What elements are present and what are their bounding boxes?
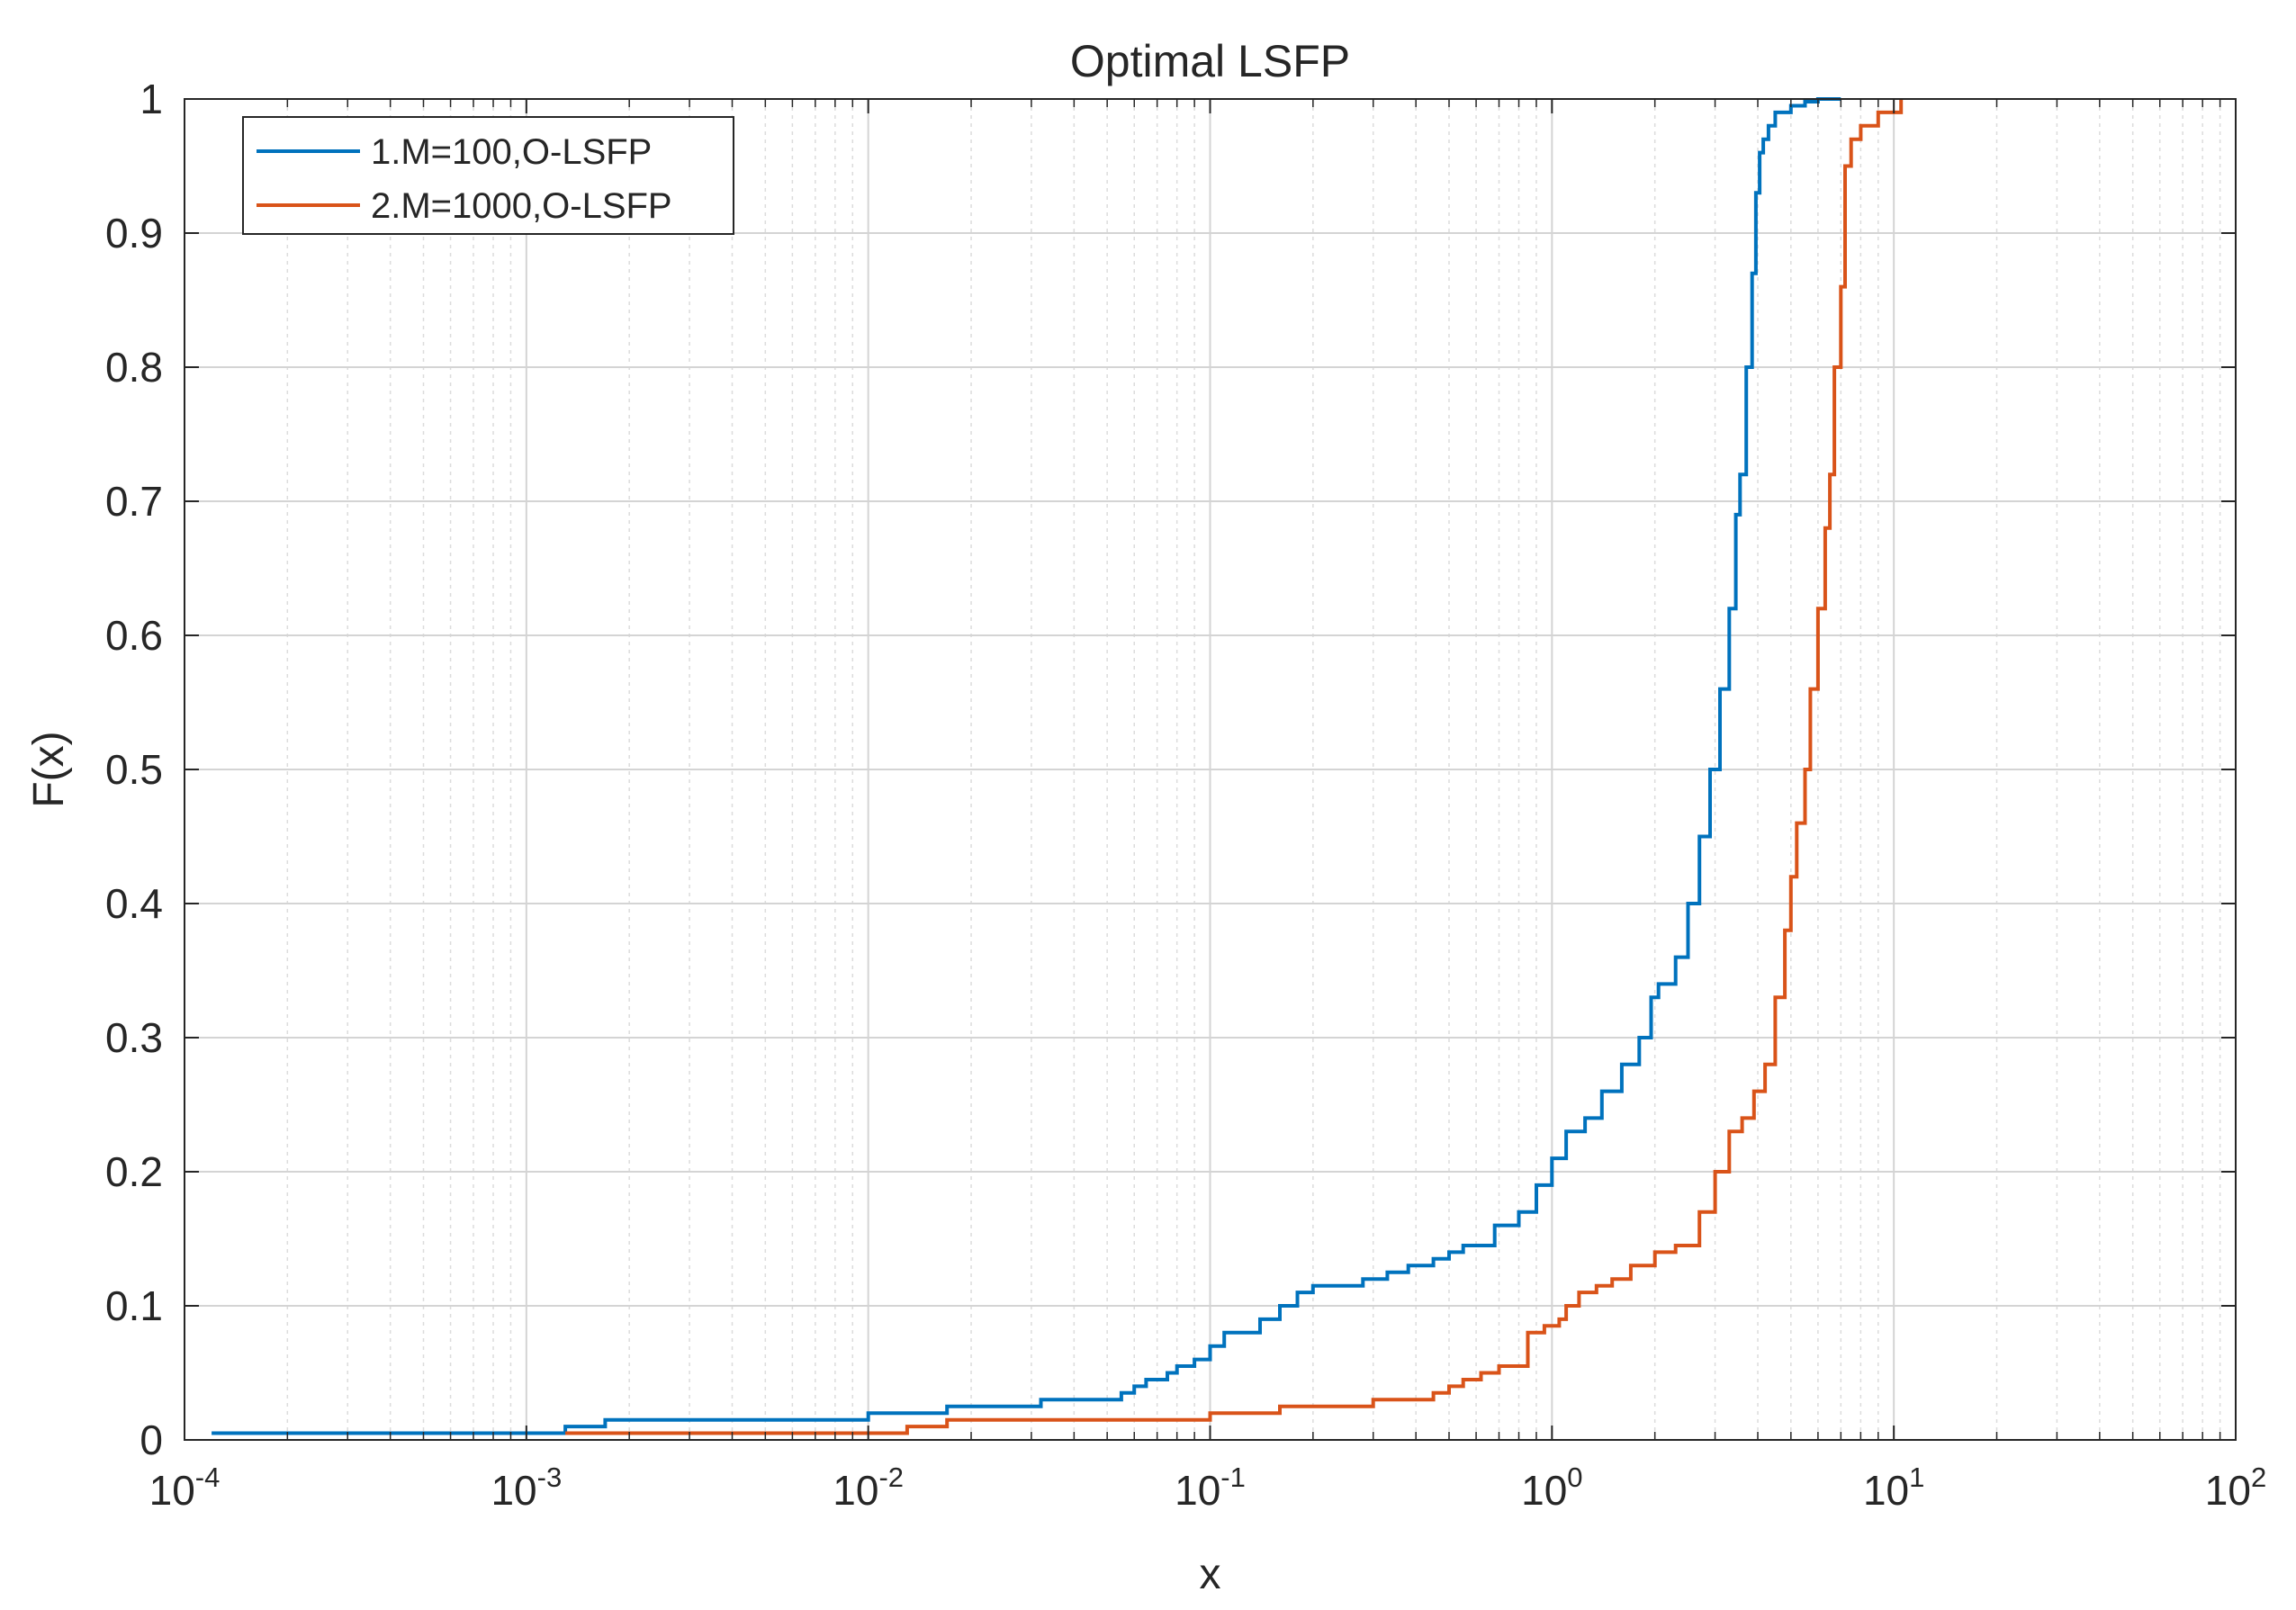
series-lines bbox=[212, 97, 1904, 1435]
x-tick-label: 100 bbox=[1521, 1462, 1582, 1514]
y-tick-label: 0.5 bbox=[105, 746, 163, 793]
y-tick-label: 0.4 bbox=[105, 880, 163, 927]
x-tick-exponent: -4 bbox=[195, 1462, 221, 1493]
y-tick-label: 0.9 bbox=[105, 210, 163, 256]
x-tick-exponent: 1 bbox=[1909, 1462, 1924, 1493]
x-tick-base: 10 bbox=[2205, 1467, 2251, 1514]
y-tick-label: 0.2 bbox=[105, 1148, 163, 1195]
x-tick-label: 101 bbox=[1863, 1462, 1924, 1514]
x-tick-exponent: -1 bbox=[1220, 1462, 1246, 1493]
y-tick-label: 0.1 bbox=[105, 1282, 163, 1329]
legend-label-series-2: 2.M=1000,O-LSFP bbox=[371, 186, 672, 226]
x-tick-label: 10-1 bbox=[1175, 1462, 1246, 1514]
y-tick-label: 1 bbox=[140, 76, 163, 122]
x-tick-exponent: -2 bbox=[878, 1462, 904, 1493]
y-tick-label: 0.7 bbox=[105, 478, 163, 525]
legend: 1.M=100,O-LSFP 2.M=1000,O-LSFP bbox=[242, 116, 734, 235]
x-tick-base: 10 bbox=[1521, 1467, 1567, 1514]
x-tick-label: 10-3 bbox=[491, 1462, 562, 1514]
x-tick-label: 102 bbox=[2205, 1462, 2266, 1514]
x-tick-exponent: 0 bbox=[1567, 1462, 1582, 1493]
x-tick-base: 10 bbox=[833, 1467, 878, 1514]
x-tick-exponent: 2 bbox=[2251, 1462, 2266, 1493]
x-axis-title: x bbox=[1200, 1551, 1221, 1598]
x-tick-exponent: -3 bbox=[537, 1462, 563, 1493]
x-tick-base: 10 bbox=[1863, 1467, 1909, 1514]
x-tick-label: 10-4 bbox=[149, 1462, 221, 1514]
chart-title: Optimal LSFP bbox=[1070, 36, 1350, 86]
y-tick-label: 0 bbox=[140, 1417, 163, 1463]
tick-marks bbox=[184, 98, 2237, 1441]
y-axis-title: F(x) bbox=[25, 731, 73, 807]
x-axis-tick-labels: 10-4 10-3 10-2 10-1 100 101 102 bbox=[149, 1462, 2267, 1514]
series-line-2 bbox=[565, 99, 1904, 1435]
y-tick-label: 0.3 bbox=[105, 1014, 163, 1061]
legend-box bbox=[242, 116, 734, 235]
y-tick-label: 0.8 bbox=[105, 344, 163, 391]
y-tick-label: 0.6 bbox=[105, 612, 163, 659]
x-tick-label: 10-2 bbox=[833, 1462, 904, 1514]
x-tick-base: 10 bbox=[1175, 1467, 1220, 1514]
series-line-1 bbox=[212, 97, 1841, 1435]
x-tick-base: 10 bbox=[149, 1467, 195, 1514]
y-axis-tick-labels: 0 0.1 0.2 0.3 0.4 0.5 0.6 0.7 0.8 0.9 1 bbox=[105, 76, 163, 1463]
legend-label-series-1: 1.M=100,O-LSFP bbox=[371, 132, 652, 172]
x-tick-base: 10 bbox=[491, 1467, 536, 1514]
